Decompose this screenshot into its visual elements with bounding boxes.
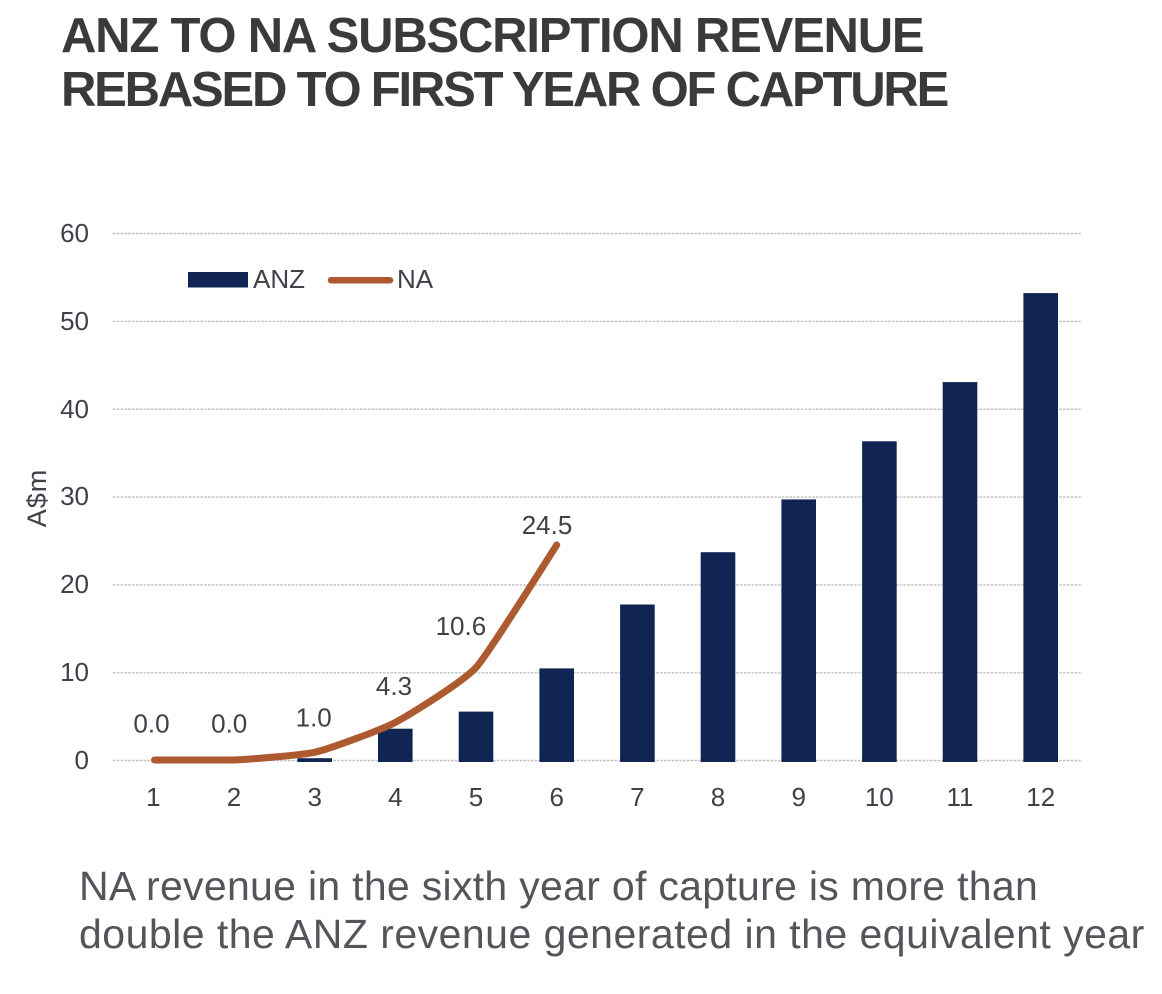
svg-text:4: 4 [388,782,402,812]
svg-text:0: 0 [75,745,89,775]
svg-text:ANZ: ANZ [253,264,305,294]
svg-text:8: 8 [711,782,725,812]
svg-text:40: 40 [60,394,89,424]
svg-text:50: 50 [60,306,89,336]
svg-text:30: 30 [60,481,89,511]
svg-text:11: 11 [947,782,974,812]
svg-text:10.6: 10.6 [436,611,487,641]
svg-text:12: 12 [1026,782,1055,812]
svg-text:0.0: 0.0 [211,709,247,739]
svg-text:A$m: A$m [22,469,52,528]
svg-text:3: 3 [307,782,321,812]
svg-text:20: 20 [60,569,89,599]
svg-text:9: 9 [791,782,805,812]
svg-text:1.0: 1.0 [296,703,332,733]
svg-text:7: 7 [630,782,644,812]
svg-text:60: 60 [60,218,89,248]
svg-text:5: 5 [469,782,483,812]
svg-text:NA: NA [397,264,434,294]
svg-text:10: 10 [865,782,894,812]
svg-text:4.3: 4.3 [376,671,412,701]
svg-text:6: 6 [549,782,563,812]
svg-text:24.5: 24.5 [522,510,573,540]
svg-text:10: 10 [60,657,89,687]
svg-text:2: 2 [227,782,241,812]
svg-text:1: 1 [146,782,160,812]
svg-text:0.0: 0.0 [133,709,169,739]
